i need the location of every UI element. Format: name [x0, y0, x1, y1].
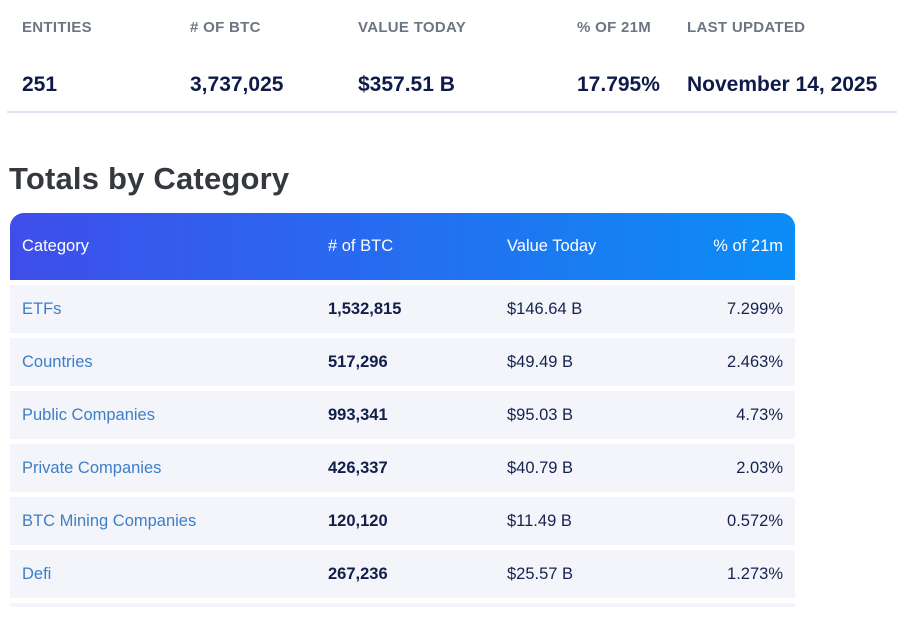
table-row: Private Companies 426,337 $40.79 B 2.03% [10, 439, 795, 492]
category-link[interactable]: Defi [22, 564, 52, 583]
btc-cell: 1,532,815 [328, 299, 402, 318]
section-divider [7, 111, 897, 113]
category-link[interactable]: ETFs [22, 299, 62, 318]
stat-label: # OF BTC [190, 18, 261, 36]
table-row: Countries 517,296 $49.49 B 2.463% [10, 333, 795, 386]
header-cell-value-today[interactable]: Value Today [507, 237, 597, 255]
category-link[interactable]: BTC Mining Companies [22, 511, 197, 530]
table-next-row-cutoff [10, 598, 795, 607]
value-cell: $146.64 B [507, 299, 583, 318]
totals-by-category-table: Category # of BTC Value Today % of 21m E… [10, 213, 795, 607]
stat-value: 251 [22, 73, 58, 96]
stat-label: VALUE TODAY [358, 18, 467, 36]
table-row: Public Companies 993,341 $95.03 B 4.73% [10, 386, 795, 439]
pct-cell: 4.73% [736, 405, 783, 424]
table-row: BTC Mining Companies 120,120 $11.49 B 0.… [10, 492, 795, 545]
table-row: ETFs 1,532,815 $146.64 B 7.299% [10, 280, 795, 333]
stat-label: % OF 21M [577, 18, 652, 36]
stat-entities: ENTITIES 251 [22, 8, 190, 97]
stat-value: 3,737,025 [190, 73, 284, 96]
btc-cell: 120,120 [328, 511, 388, 530]
header-cell-category[interactable]: Category [22, 237, 89, 255]
value-cell: $40.79 B [507, 458, 574, 477]
stat-last-updated: LAST UPDATED November 14, 2025 [687, 8, 904, 97]
category-link[interactable]: Private Companies [22, 458, 162, 477]
stat-label: ENTITIES [22, 18, 92, 36]
value-cell: $49.49 B [507, 352, 574, 371]
stats-bar: ENTITIES 251 # OF BTC 3,737,025 VALUE TO… [0, 0, 904, 97]
stat-pct-of-21m: % OF 21M 17.795% [577, 8, 687, 97]
category-link[interactable]: Countries [22, 352, 93, 371]
stat-value: $357.51 B [358, 73, 455, 96]
page-title: Totals by Category [9, 161, 290, 196]
stat-value-today: VALUE TODAY $357.51 B [358, 8, 577, 97]
table-row: Defi 267,236 $25.57 B 1.273% [10, 545, 795, 598]
header-cell-pct-21m[interactable]: % of 21m [713, 237, 783, 255]
stat-label: LAST UPDATED [687, 18, 806, 36]
pct-cell: 1.273% [727, 564, 783, 583]
stat-btc-count: # OF BTC 3,737,025 [190, 8, 358, 97]
pct-cell: 2.463% [727, 352, 783, 371]
table-header-row: Category # of BTC Value Today % of 21m [10, 213, 795, 280]
value-cell: $95.03 B [507, 405, 574, 424]
stat-value: November 14, 2025 [687, 73, 878, 96]
pct-cell: 0.572% [727, 511, 783, 530]
btc-cell: 426,337 [328, 458, 388, 477]
value-cell: $11.49 B [507, 511, 572, 530]
pct-cell: 2.03% [736, 458, 783, 477]
header-cell-btc[interactable]: # of BTC [328, 237, 394, 255]
category-link[interactable]: Public Companies [22, 405, 155, 424]
value-cell: $25.57 B [507, 564, 574, 583]
pct-cell: 7.299% [727, 299, 783, 318]
btc-cell: 267,236 [328, 564, 388, 583]
btc-cell: 993,341 [328, 405, 388, 424]
stat-value: 17.795% [577, 73, 660, 96]
btc-cell: 517,296 [328, 352, 388, 371]
